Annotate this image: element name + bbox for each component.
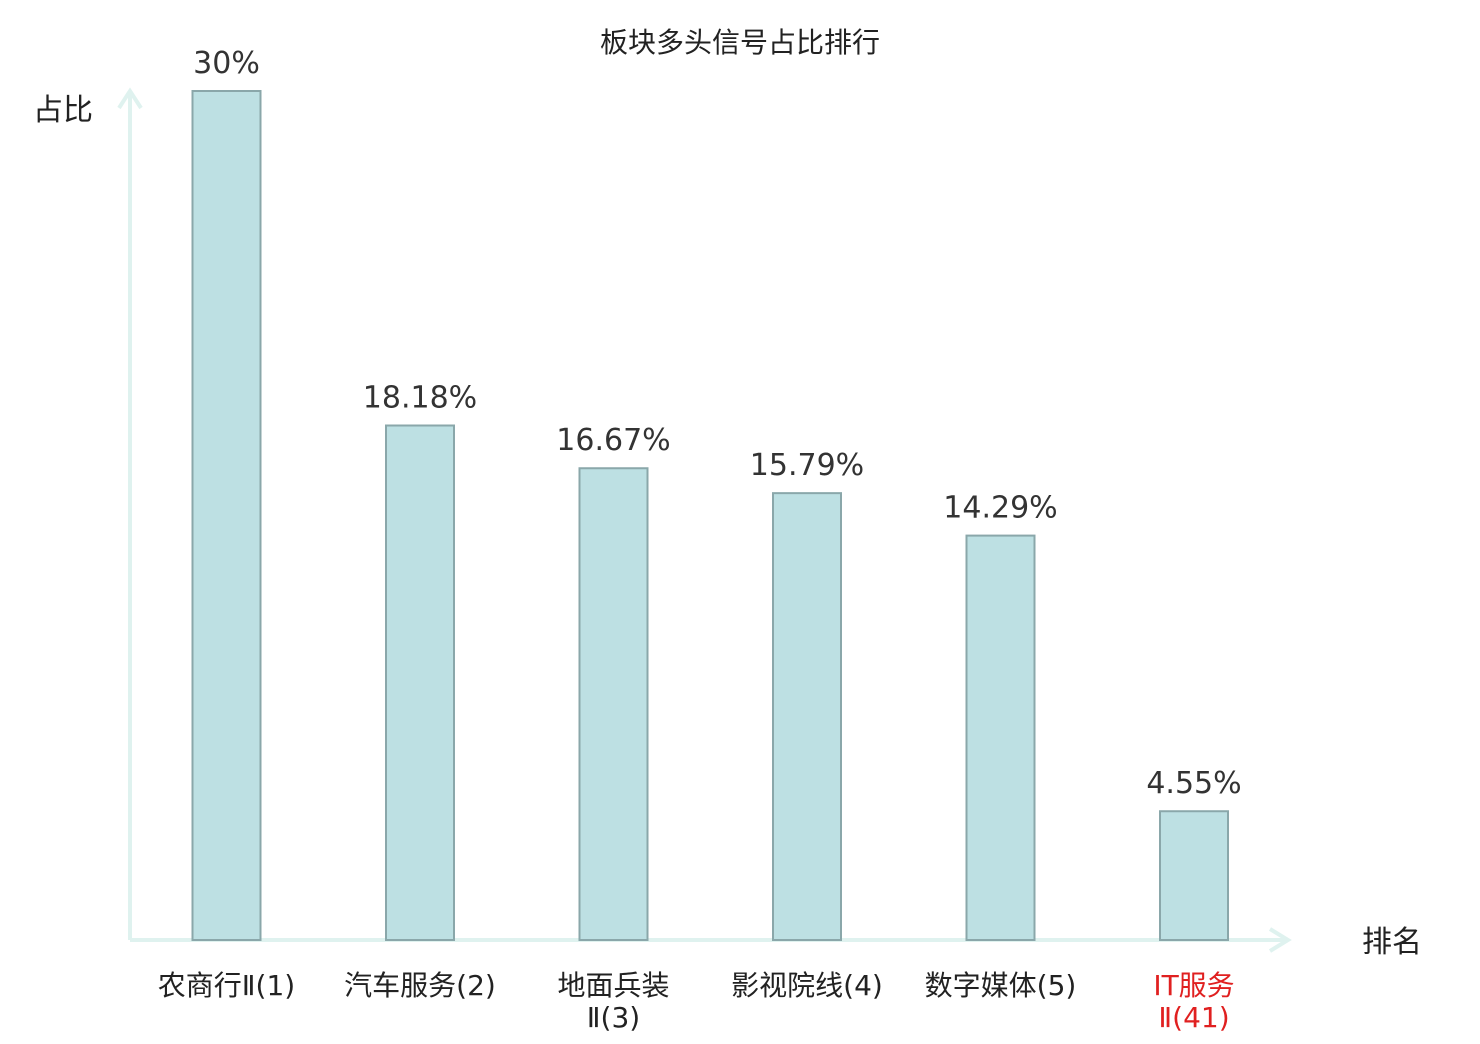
category-label-line: 地面兵装	[557, 969, 669, 1002]
bar-value-label: 16.67%	[556, 423, 670, 458]
bar	[385, 424, 455, 942]
category-label-line: 农商行Ⅱ(1)	[158, 969, 295, 1002]
category-label: 汽车服务(2)	[344, 969, 496, 1002]
category-label-line: 汽车服务(2)	[344, 969, 496, 1002]
category-label-line: 数字媒体(5)	[925, 969, 1077, 1002]
bar	[578, 467, 649, 941]
bar-value-label: 4.55%	[1146, 766, 1241, 801]
category-label-line: Ⅱ(3)	[587, 1001, 640, 1034]
chart-title: 板块多头信号占比排行	[600, 26, 880, 59]
category-label-line: 影视院线(4)	[731, 969, 883, 1002]
value-labels: 30% 18.18% 16.67% 15.79% 14.29% 4.55%	[193, 46, 1242, 801]
bar-value-label: 14.29%	[943, 491, 1057, 526]
bar	[965, 534, 1036, 942]
category-label: IT服务 Ⅱ(41)	[1153, 969, 1234, 1034]
category-label-line: Ⅱ(41)	[1158, 1001, 1229, 1034]
bar	[1159, 810, 1229, 941]
x-axis-arrow	[1268, 927, 1292, 953]
bar	[772, 492, 842, 941]
bar	[191, 90, 262, 941]
bar-value-label: 18.18%	[363, 381, 477, 416]
category-label: 农商行Ⅱ(1)	[158, 969, 295, 1002]
category-label: 影视院线(4)	[731, 969, 883, 1002]
category-label-line: IT服务	[1153, 969, 1234, 1002]
y-axis-label: 占比	[33, 93, 93, 128]
category-label: 地面兵装 Ⅱ(3)	[557, 969, 669, 1034]
bar-value-label: 30%	[193, 46, 260, 81]
category-labels: 农商行Ⅱ(1) 汽车服务(2) 地面兵装 Ⅱ(3) 影视院线(4) 数字媒体(5) IT服务…	[158, 969, 1235, 1034]
y-axis-arrow	[117, 87, 143, 110]
bar-value-label: 15.79%	[750, 448, 864, 483]
x-axis-label: 排名	[1362, 925, 1422, 960]
bars	[191, 90, 1229, 942]
axes	[117, 87, 1292, 953]
category-label: 数字媒体(5)	[925, 969, 1077, 1002]
